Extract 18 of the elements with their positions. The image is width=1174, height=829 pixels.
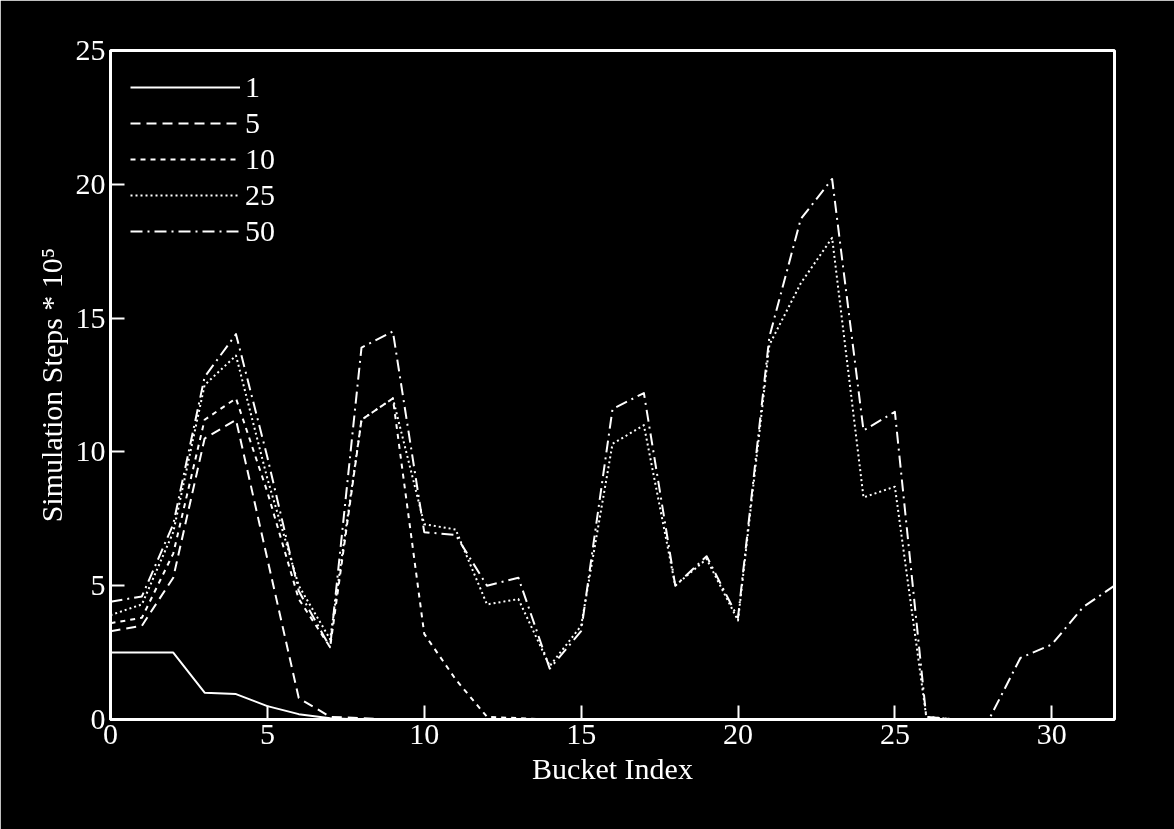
- legend-label: 10: [245, 142, 275, 176]
- x-tick-label: 30: [1036, 716, 1067, 750]
- y-tick-label: 20: [75, 166, 106, 200]
- x-tick-label: 5: [259, 716, 275, 750]
- y-tick-label: 25: [75, 33, 106, 66]
- x-tick-label: 20: [723, 716, 753, 750]
- y-axis-title: Simulation Steps * 10⁵: [34, 247, 68, 523]
- y-tick-label: 10: [75, 434, 106, 468]
- legend-label: 1: [245, 70, 261, 104]
- legend-label: 50: [245, 214, 275, 248]
- legend-label: 5: [245, 106, 261, 140]
- x-tick-label: 25: [879, 716, 910, 750]
- x-axis-title: Bucket Index: [532, 751, 693, 785]
- x-tick-label: 15: [566, 716, 597, 750]
- legend-label: 25: [245, 178, 275, 212]
- y-tick-label: 15: [75, 300, 106, 334]
- y-tick-label: 5: [90, 568, 106, 602]
- x-tick-label: 10: [409, 716, 440, 750]
